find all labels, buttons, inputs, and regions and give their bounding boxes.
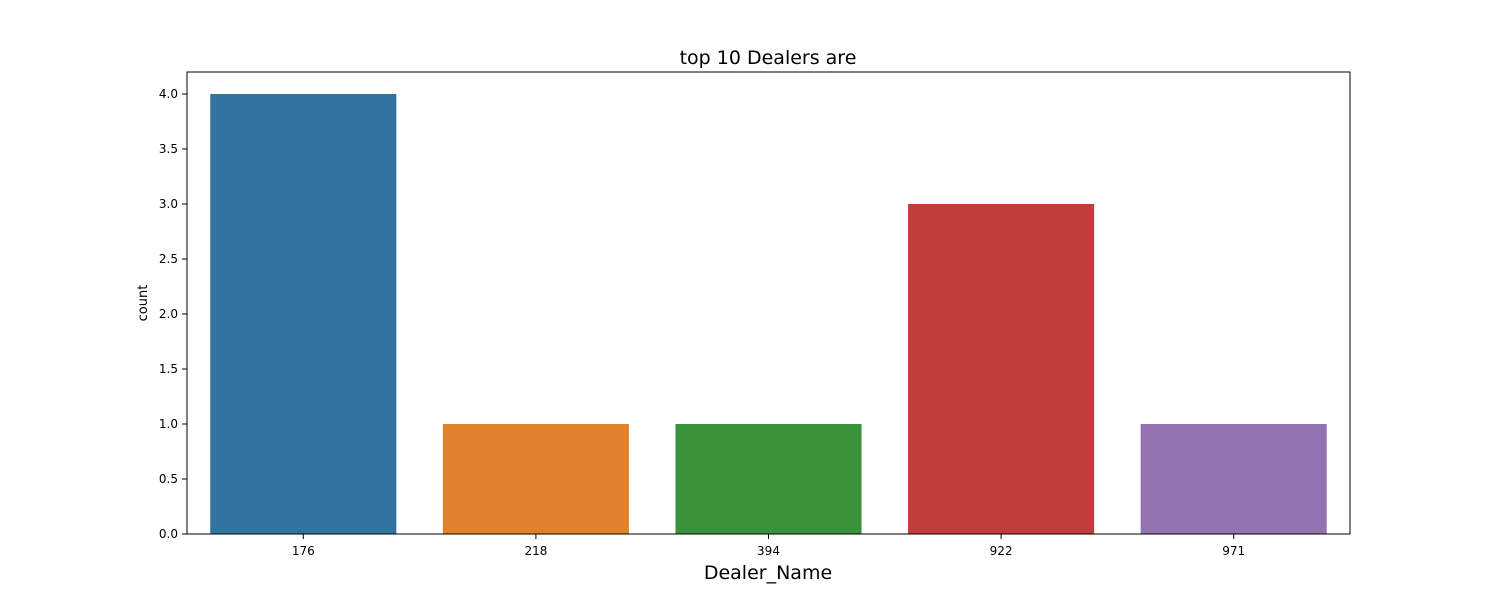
plot-area-frame (186, 71, 1351, 535)
y-tick-label: 0.5 (159, 472, 178, 486)
bar-394 (675, 424, 862, 534)
bar-218 (442, 424, 629, 534)
y-axis-title: count (136, 285, 151, 322)
y-tick-label: 2.5 (159, 252, 178, 266)
x-tick-label: 394 (757, 544, 780, 558)
chart-title: top 10 Dealers are (680, 47, 857, 69)
x-tick-label: 176 (292, 544, 315, 558)
x-tick-label: 971 (1222, 544, 1245, 558)
x-axis-title: Dealer_Name (704, 562, 832, 584)
bar-176 (210, 94, 397, 534)
x-tick-label: 922 (990, 544, 1013, 558)
x-tick-label: 218 (524, 544, 547, 558)
bar-971 (1140, 424, 1327, 534)
bars-layer (210, 94, 1327, 534)
bar-922 (908, 204, 1095, 534)
y-tick-label: 1.5 (159, 362, 178, 376)
y-tick-label: 3.5 (159, 142, 178, 156)
y-tick-label: 0.0 (159, 527, 178, 541)
y-tick-label: 2.0 (159, 307, 178, 321)
y-axis-ticks: 0.0 0.5 1.0 1.5 2.0 2.5 3.0 3.5 4.0 (159, 87, 187, 541)
y-tick-label: 4.0 (159, 87, 178, 101)
x-axis-ticks: 176 218 394 922 971 (292, 534, 1245, 558)
y-tick-label: 3.0 (159, 197, 178, 211)
y-tick-label: 1.0 (159, 417, 178, 431)
